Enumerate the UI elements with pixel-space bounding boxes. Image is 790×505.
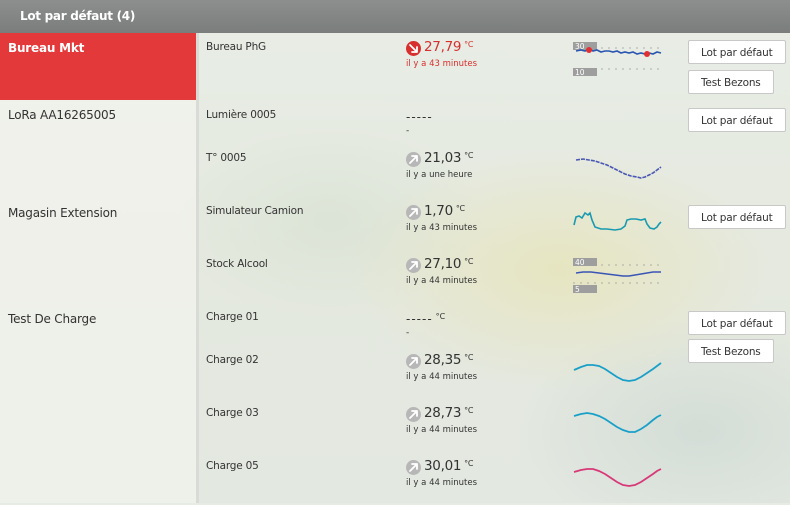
sparkline-chart[interactable]: 30 10 <box>571 34 663 80</box>
value-number: 28,35 <box>424 352 462 368</box>
spark-max-label: 30 <box>575 42 585 51</box>
spark-line <box>575 158 662 179</box>
value-number: ----- <box>406 110 433 124</box>
group-name: LoRa AA16265005 <box>8 108 116 122</box>
group-item-magasin-extension[interactable]: Magasin Extension <box>0 198 196 302</box>
value-number: 30,01 <box>424 458 462 474</box>
device-name: Stock Alcool <box>206 258 268 270</box>
value-timestamp: il y a 43 minutes <box>406 223 477 233</box>
sparkline-chart[interactable]: 40 5 <box>571 251 663 297</box>
device-name: Charge 02 <box>206 354 259 366</box>
spark-max-label-bg <box>573 42 597 50</box>
lot-header[interactable]: Lot par défaut (4) <box>0 0 790 33</box>
device-row-simulateur-camion[interactable]: Simulateur Camion 1,70 °C il y a 43 minut… <box>199 197 790 250</box>
trend-up-icon <box>406 258 421 273</box>
device-row-lumiere-0005[interactable]: Lumière 0005 ----- - Lot par défaut <box>199 101 790 154</box>
device-row-charge-03[interactable]: Charge 03 28,73 °C il y a 44 minutes <box>199 399 790 452</box>
spark-line <box>573 412 662 433</box>
value-number: 27,10 <box>424 256 462 272</box>
value-unit: °C <box>455 204 465 213</box>
group-item-test-de-charge[interactable]: Test De Charge <box>0 304 196 503</box>
sidebar-divider <box>196 33 199 503</box>
value-number: 28,73 <box>424 405 462 421</box>
value-number: 1,70 <box>424 203 453 219</box>
value-unit: °C <box>464 257 474 266</box>
value-timestamp: il y a 44 minutes <box>406 372 477 382</box>
spark-min-label-bg <box>573 68 597 76</box>
device-name: Simulateur Camion <box>206 205 304 217</box>
value-timestamp: il y a 44 minutes <box>406 478 477 488</box>
group-sidebar <box>0 33 196 503</box>
device-value: ----- °C <box>406 312 445 326</box>
value-timestamp: il y a 43 minutes <box>406 59 477 69</box>
assign-test-bezons-button[interactable]: Test Bezons <box>688 70 774 94</box>
trend-up-icon <box>406 152 421 167</box>
spark-line <box>575 271 661 277</box>
group-item-lora-aa16265005[interactable]: LoRa AA16265005 <box>0 100 196 200</box>
device-name: Bureau PhG <box>206 41 266 53</box>
value-timestamp: - <box>406 328 410 338</box>
group-item-bureau-mkt[interactable]: Bureau Mkt <box>0 33 196 100</box>
device-name: Lumière 0005 <box>206 109 277 121</box>
value-number: ----- <box>406 312 433 326</box>
device-name: Charge 03 <box>206 407 259 419</box>
device-row-stock-alcool[interactable]: Stock Alcool 27,10 °C il y a 44 minutes 4… <box>199 250 790 303</box>
spark-min-label-bg <box>573 285 597 293</box>
trend-up-icon <box>406 354 421 369</box>
spark-line <box>573 468 662 487</box>
sparkline-chart[interactable] <box>571 400 663 446</box>
value-timestamp: il y a 44 minutes <box>406 276 477 286</box>
device-row-charge-01[interactable]: Charge 01 ----- °C - Lot par défaut Test … <box>199 303 790 363</box>
device-value: ----- <box>406 110 433 124</box>
value-unit: °C <box>464 151 474 160</box>
group-name: Test De Charge <box>8 312 97 326</box>
device-row-t-0005[interactable]: T° 0005 21,03 °C il y a une heure <box>199 144 790 197</box>
spark-max-label: 40 <box>575 258 585 267</box>
spark-line <box>573 211 662 231</box>
device-name: Charge 05 <box>206 460 259 472</box>
spark-min-label: 10 <box>575 68 585 77</box>
device-row-bureau-phg[interactable]: Bureau PhG 27,79 °C il y a 43 minutes 30 … <box>199 33 790 94</box>
spark-line <box>573 362 662 382</box>
device-name: Charge 01 <box>206 311 259 323</box>
value-unit: °C <box>464 353 474 362</box>
trend-down-icon <box>406 41 421 56</box>
sparkline-chart[interactable] <box>571 145 663 191</box>
device-row-charge-05[interactable]: Charge 05 30,01 °C il y a 44 minutes <box>199 452 790 505</box>
value-number: 21,03 <box>424 150 462 166</box>
assign-test-bezons-button[interactable]: Test Bezons <box>688 339 774 363</box>
spark-min-label: 5 <box>575 285 580 294</box>
trend-up-icon <box>406 460 421 475</box>
lot-title: Lot par défaut (4) <box>20 9 136 23</box>
sparkline-chart[interactable] <box>571 198 663 244</box>
value-timestamp: il y a 44 minutes <box>406 425 477 435</box>
assign-lot-button[interactable]: Lot par défaut <box>688 108 786 132</box>
sparkline-chart[interactable] <box>571 453 663 499</box>
spark-marker <box>644 51 650 57</box>
value-number: 27,79 <box>424 39 462 55</box>
value-timestamp: - <box>406 126 410 136</box>
device-row-charge-02[interactable]: Charge 02 28,35 °C il y a 44 minutes <box>199 346 790 399</box>
spark-marker <box>586 47 592 53</box>
assign-lot-button[interactable]: Lot par défaut <box>688 205 786 229</box>
assign-lot-button[interactable]: Lot par défaut <box>688 311 786 335</box>
value-unit: °C <box>464 459 474 468</box>
trend-up-icon <box>406 205 421 220</box>
value-timestamp: il y a une heure <box>406 170 473 180</box>
value-unit: °C <box>464 406 474 415</box>
device-name: T° 0005 <box>206 152 247 164</box>
sparkline-chart[interactable] <box>571 347 663 393</box>
assign-lot-button[interactable]: Lot par défaut <box>688 40 786 64</box>
value-unit: °C <box>464 40 474 49</box>
group-name: Bureau Mkt <box>8 41 85 55</box>
spark-max-label-bg <box>573 258 597 266</box>
trend-up-icon <box>406 407 421 422</box>
group-name: Magasin Extension <box>8 206 118 220</box>
value-unit: °C <box>435 312 446 321</box>
